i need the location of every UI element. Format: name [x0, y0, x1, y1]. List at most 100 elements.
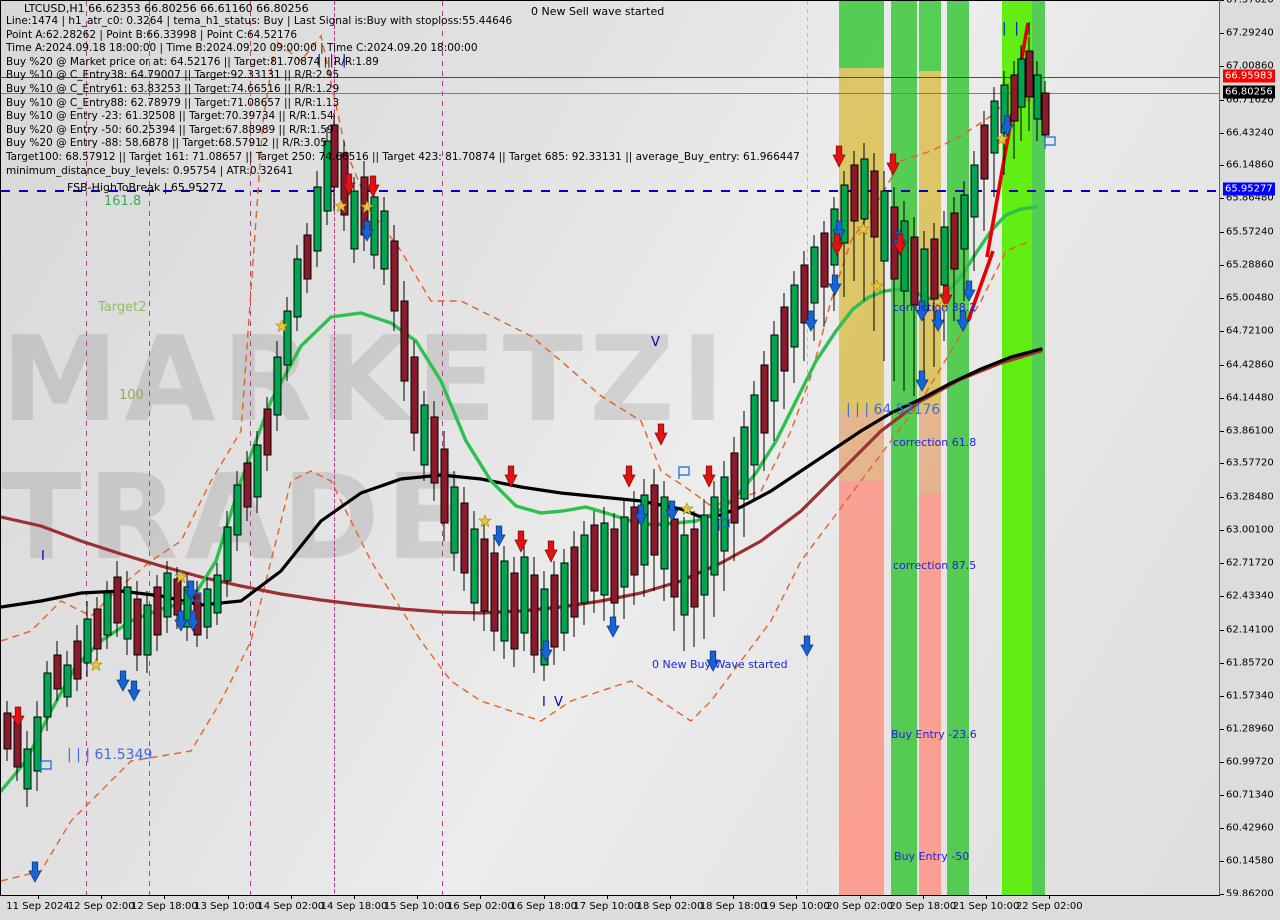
price-tick-label: 62.14100 [1226, 624, 1274, 636]
header-line-2: Time A:2024.09.18 18:00:00 | Time B:2024… [6, 42, 478, 55]
price-tick-label: 64.72100 [1226, 325, 1274, 337]
price-tick-label: 59.86200 [1226, 888, 1274, 900]
header-line-3: Buy %20 @ Market price or at: 64.52176 |… [6, 55, 379, 68]
time-tick-label: 19 Sep 10:00 [763, 901, 830, 912]
frame-border-right [1219, 0, 1220, 896]
time-tick [480, 896, 482, 899]
time-tick [922, 896, 924, 899]
sell-wave-label: 0 New Sell wave started [531, 5, 665, 18]
annotation-fsb-level: FSB-HighToBreak | 65.95277 [67, 181, 224, 194]
annotation-buy-entry-50: Buy Entry -50 [894, 850, 970, 863]
price-tick-label: 60.99720 [1226, 756, 1274, 768]
price-tick-label: 61.85720 [1226, 657, 1274, 669]
price-tick [1220, 65, 1224, 67]
frame-border-bottom [0, 895, 1280, 896]
time-tick [986, 896, 987, 899]
vline-sep-1 [86, 1, 87, 895]
time-tick-label: 12 Sep 02:00 [67, 901, 135, 912]
price-tick-label: 67.57620 [1226, 0, 1274, 6]
time-tick-label: 16 Sep 02:00 [447, 901, 514, 912]
time-tick-label: 20 Sep 02:00 [826, 901, 893, 912]
price-tick-label: 64.14480 [1226, 392, 1274, 404]
time-tick-label: 15 Sep 10:00 [383, 901, 451, 912]
price-tick-label: 66.43240 [1226, 127, 1274, 139]
symbol-quote-line: LTCUSD,H1 66.62353 66.80256 66.61160 66.… [24, 2, 309, 15]
flag-markers [40, 136, 1056, 773]
price-tick-label: 67.00860 [1226, 60, 1274, 72]
header-line-1: Point A:62.28262 | Point B:66.33998 | Po… [6, 28, 298, 41]
annotation-correction-382: correction 38.2 [893, 301, 977, 314]
price-tick [1220, 0, 1224, 1]
time-tick-label: 14 Sep 02:00 [257, 901, 325, 912]
price-tick-label: 61.28960 [1226, 723, 1274, 735]
header-line-4: Buy %10 @ C_Entry38: 64.79007 || Target:… [6, 69, 340, 82]
price-axis[interactable]: 67.57620 67.29240 67.00860 66.71620 66.43240… [1220, 0, 1280, 900]
annotation-price-61: | | | 61.5349 [67, 747, 153, 763]
price-marker-target-line: 66.95983 [1223, 69, 1275, 83]
time-axis[interactable]: 11 Sep 2024 12 Sep 02:00 12 Sep 18:00 13 Se… [0, 896, 1280, 920]
price-tick [1220, 364, 1224, 366]
annotation-correction-618: correction 61.8 [893, 436, 977, 449]
sell-arrow-markers [11, 145, 953, 728]
time-tick [38, 896, 39, 899]
header-line-10: Target100: 68.57912 || Target 161: 71.08… [6, 150, 800, 163]
time-tick [1049, 896, 1051, 899]
price-tick-label: 66.14860 [1226, 159, 1274, 171]
vline-sep-2 [149, 1, 150, 895]
price-tick [1220, 265, 1224, 267]
price-tick [1220, 596, 1224, 597]
hline-target-red [1, 77, 1219, 78]
header-line-9: Buy %20 @ Entry -88: 58.6878 || Target:6… [6, 137, 327, 150]
band-green-2 [891, 1, 917, 895]
price-tick [1220, 894, 1224, 895]
price-tick [1220, 861, 1224, 863]
time-tick [796, 896, 798, 899]
band-green-mid [919, 1, 941, 895]
price-tick-label: 67.29240 [1226, 27, 1274, 39]
price-tick [1220, 165, 1224, 167]
time-tick [417, 896, 419, 899]
annotation-buy-wave: 0 New Buy Wave started [652, 658, 788, 671]
price-tick [1220, 32, 1224, 34]
time-tick-label: 18 Sep 18:00 [699, 901, 767, 912]
price-tick-label: 64.42860 [1226, 359, 1274, 371]
band-green-right [1032, 1, 1045, 895]
time-tick-label: 17 Sep 10:00 [573, 901, 641, 912]
price-tick-label: 63.28480 [1226, 491, 1274, 503]
time-tick [733, 896, 735, 899]
time-tick-label: 18 Sep 02:00 [636, 901, 704, 912]
price-tick [1220, 132, 1224, 134]
time-tick [859, 896, 861, 899]
price-tick [1220, 795, 1224, 797]
price-tick-label: 66.71620 [1226, 94, 1274, 106]
price-tick [1220, 298, 1224, 299]
price-marker-last-price: 66.80256 [1223, 85, 1275, 99]
annotation-fib-100: 100 [119, 388, 144, 403]
time-tick [290, 896, 292, 899]
time-tick-label: 21 Sep 10:00 [952, 901, 1020, 912]
time-tick [670, 896, 671, 899]
wave-marker-iv: I V [542, 695, 565, 710]
price-tick-label: 62.43340 [1226, 590, 1274, 602]
vline-sep-6 [807, 1, 808, 895]
frame-border-top [0, 0, 1280, 1]
time-tick [606, 896, 608, 899]
time-tick-label: 12 Sep 18:00 [131, 901, 198, 912]
price-tick-label: 60.14580 [1226, 855, 1274, 867]
price-tick [1220, 662, 1224, 664]
annotation-buy-entry-236: Buy Entry -23.6 [891, 728, 977, 741]
time-tick [543, 896, 545, 899]
buy-arrow-markers [28, 115, 1014, 883]
price-tick [1220, 828, 1224, 830]
price-tick-label: 65.86480 [1226, 192, 1274, 204]
price-tick-label: 60.71340 [1226, 789, 1274, 801]
vline-sep-4 [250, 1, 251, 895]
header-line-6: Buy %10 @ C_Entry88: 62.78979 || Target:… [6, 96, 340, 109]
annotation-correction-875: correction 87.5 [893, 559, 977, 572]
price-tick-label: 60.42960 [1226, 822, 1274, 834]
header-line-7: Buy %10 @ Entry -23: 61.32508 || Target:… [6, 110, 334, 123]
time-tick-label: 13 Sep 10:00 [194, 901, 261, 912]
price-marker-fsb-level: 65.95277 [1223, 182, 1275, 196]
price-tick [1220, 762, 1224, 764]
